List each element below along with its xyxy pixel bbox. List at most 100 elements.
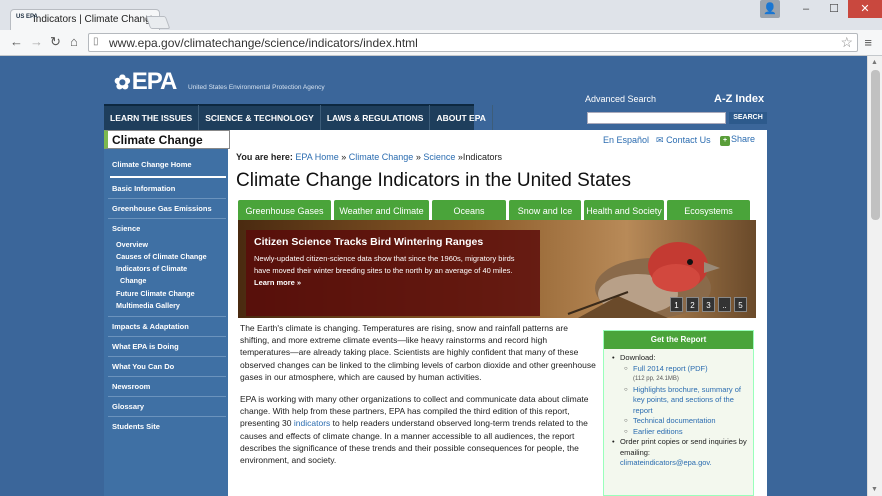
hero-title[interactable]: Citizen Science Tracks Bird Wintering Ra… — [254, 236, 484, 248]
pager-1[interactable]: 1 — [670, 297, 683, 312]
tab-ecosystems[interactable]: Ecosystems — [667, 200, 750, 220]
hero-banner[interactable]: Citizen Science Tracks Bird Wintering Ra… — [238, 220, 756, 318]
full-report-size: (112 pp, 24.1MB) — [633, 376, 679, 382]
technical-documentation-link[interactable]: Technical documentation — [612, 416, 749, 427]
scrollbar-thumb[interactable] — [871, 70, 880, 220]
tab-weather-and-climate[interactable]: Weather and Climate — [334, 200, 429, 220]
back-arrow-icon[interactable]: ← — [10, 34, 23, 49]
get-report-title: Get the Report — [604, 331, 753, 349]
minimize-icon[interactable]: – — [802, 3, 810, 15]
home-icon[interactable]: ⌂ — [70, 34, 78, 49]
epa-logo[interactable]: ✿EPA — [114, 68, 177, 95]
sidebar-subitem-causes[interactable]: Causes of Climate Change — [116, 252, 207, 261]
menu-icon[interactable]: ≡ — [864, 35, 872, 50]
breadcrumb: You are here: EPA Home » Climate Change … — [236, 152, 502, 162]
tab-snow-and-ice[interactable]: Snow and Ice — [509, 200, 581, 220]
sidebar-item-greenhouse-gas-emissions[interactable]: Greenhouse Gas Emissions — [112, 204, 212, 213]
sidebar-item-students-site[interactable]: Students Site — [112, 422, 160, 431]
scrollbar[interactable]: ▲ ▼ — [867, 56, 882, 496]
nav-science-technology[interactable]: SCIENCE & TECHNOLOGY — [199, 105, 321, 131]
sidebar-divider — [108, 198, 226, 199]
get-report-box: Get the Report Download: Full 2014 repor… — [603, 330, 754, 496]
sidebar-divider — [108, 416, 226, 417]
pager-3[interactable]: 3 — [702, 297, 715, 312]
breadcrumb-separator: » — [415, 152, 421, 162]
epa-tagline: United States Environmental Protection A… — [188, 84, 325, 91]
new-tab-button[interactable] — [145, 16, 171, 29]
epa-favicon-icon: US EPA — [16, 14, 38, 20]
bookmark-star-icon[interactable]: ☆ — [840, 34, 853, 50]
pager-5[interactable]: 5 — [734, 297, 747, 312]
sidebar-item-basic-information[interactable]: Basic Information — [112, 184, 176, 193]
espanol-link[interactable]: En Español — [603, 135, 650, 145]
hero-text: Newly-updated citizen-science data show … — [254, 254, 515, 275]
highlights-link[interactable]: Highlights brochure, summary of key poin… — [612, 385, 749, 417]
reload-icon[interactable]: ↻ — [50, 34, 61, 49]
category-tabs: Greenhouse Gases Weather and Climate Oce… — [238, 200, 756, 220]
earlier-editions-link[interactable]: Earlier editions — [612, 427, 749, 438]
sidebar-subitem-future[interactable]: Future Climate Change — [116, 289, 195, 298]
breadcrumb-separator: » — [341, 152, 347, 162]
share-link[interactable]: + Share — [720, 134, 755, 146]
pager-2[interactable]: 2 — [686, 297, 699, 312]
indicators-link[interactable]: indicators — [293, 418, 331, 429]
site-header: ✿EPA United States Environmental Protect… — [104, 56, 768, 105]
sidebar-divider — [108, 316, 226, 317]
sidebar-subitem-multimedia[interactable]: Multimedia Gallery — [116, 301, 180, 310]
full-report-link[interactable]: Full 2014 report (PDF) — [612, 364, 749, 375]
nav-learn-the-issues[interactable]: LEARN THE ISSUES — [104, 105, 200, 131]
nav-laws-regulations[interactable]: LAWS & REGULATIONS — [321, 105, 431, 131]
sidebar-item-what-epa-is-doing[interactable]: What EPA is Doing — [112, 342, 179, 351]
epa-flower-icon: ✿ — [114, 72, 131, 94]
sidebar-item-climate-change-home[interactable]: Climate Change Home — [112, 160, 192, 169]
intro-paragraph: The Earth's climate is changing. Tempera… — [240, 323, 596, 382]
pager-ellipsis: .. — [718, 297, 731, 312]
tab-oceans[interactable]: Oceans — [432, 200, 506, 220]
sidebar-subitem-overview[interactable]: Overview — [116, 240, 148, 249]
breadcrumb-climate-change[interactable]: Climate Change — [348, 152, 414, 162]
search-input[interactable] — [587, 112, 726, 124]
hero-learn-more-link[interactable]: Learn more » — [254, 278, 302, 287]
share-icon: + — [720, 136, 730, 146]
sidebar — [104, 148, 228, 496]
sidebar-subitem-indicators-cont[interactable]: Change — [120, 276, 147, 285]
scroll-down-icon[interactable]: ▼ — [871, 486, 878, 493]
sidebar-item-impacts[interactable]: Impacts & Adaptation — [112, 322, 189, 331]
report-paragraph: EPA is working with many other organizat… — [240, 394, 589, 466]
email-link[interactable]: climateindicators@epa.gov. — [620, 458, 712, 467]
advanced-search-link[interactable]: Advanced Search — [585, 94, 657, 104]
page-title: Climate Change Indicators in the United … — [236, 170, 631, 191]
envelope-icon: ✉ — [656, 135, 664, 145]
breadcrumb-science[interactable]: Science — [423, 152, 456, 162]
tab-health-and-society[interactable]: Health and Society — [584, 200, 664, 220]
breadcrumb-label: You are here: — [236, 152, 293, 162]
forward-arrow-icon[interactable]: → — [30, 34, 43, 49]
sidebar-title: Climate Change — [104, 130, 230, 149]
contact-us-link[interactable]: ✉ Contact Us — [656, 135, 711, 145]
sidebar-item-what-you-can-do[interactable]: What You Can Do — [112, 362, 175, 371]
sidebar-item-science[interactable]: Science — [112, 224, 141, 233]
sidebar-item-newsroom[interactable]: Newsroom — [112, 382, 151, 391]
breadcrumb-epa-home[interactable]: EPA Home — [295, 152, 339, 162]
breadcrumb-current: »Indicators — [457, 152, 502, 162]
address-bar[interactable]: ▯ www.epa.gov/climatechange/science/indi… — [88, 33, 858, 52]
url-text: www.epa.gov/climatechange/science/indica… — [109, 36, 418, 50]
tab-greenhouse-gases[interactable]: Greenhouse Gases — [238, 200, 331, 220]
sidebar-subitem-indicators[interactable]: Indicators of Climate — [116, 264, 188, 273]
search-button[interactable]: SEARCH — [729, 112, 767, 124]
tab-title: Indicators | Climate Chang — [33, 14, 151, 25]
browser-tab[interactable]: US EPA Indicators | Climate Chang ✕ — [10, 9, 160, 31]
sidebar-divider — [108, 218, 226, 219]
maximize-icon[interactable]: ☐ — [829, 3, 839, 15]
az-index-link[interactable]: A-Z Index — [714, 93, 765, 105]
window-close-icon[interactable]: ✕ — [848, 0, 882, 18]
nav-about-epa[interactable]: ABOUT EPA — [430, 105, 493, 131]
get-report-body: Download: Full 2014 report (PDF) (112 pp… — [604, 349, 753, 469]
tab-bar: US EPA Indicators | Climate Chang ✕ 👤 – … — [0, 0, 882, 31]
scroll-up-icon[interactable]: ▲ — [871, 59, 878, 66]
sidebar-divider — [108, 336, 226, 337]
main-navigation: LEARN THE ISSUES SCIENCE & TECHNOLOGY LA… — [104, 104, 493, 131]
user-profile-icon[interactable]: 👤 — [760, 0, 780, 18]
browser-toolbar: ← → ↻ ⌂ ▯ www.epa.gov/climatechange/scie… — [0, 30, 882, 56]
sidebar-item-glossary[interactable]: Glossary — [112, 402, 145, 411]
